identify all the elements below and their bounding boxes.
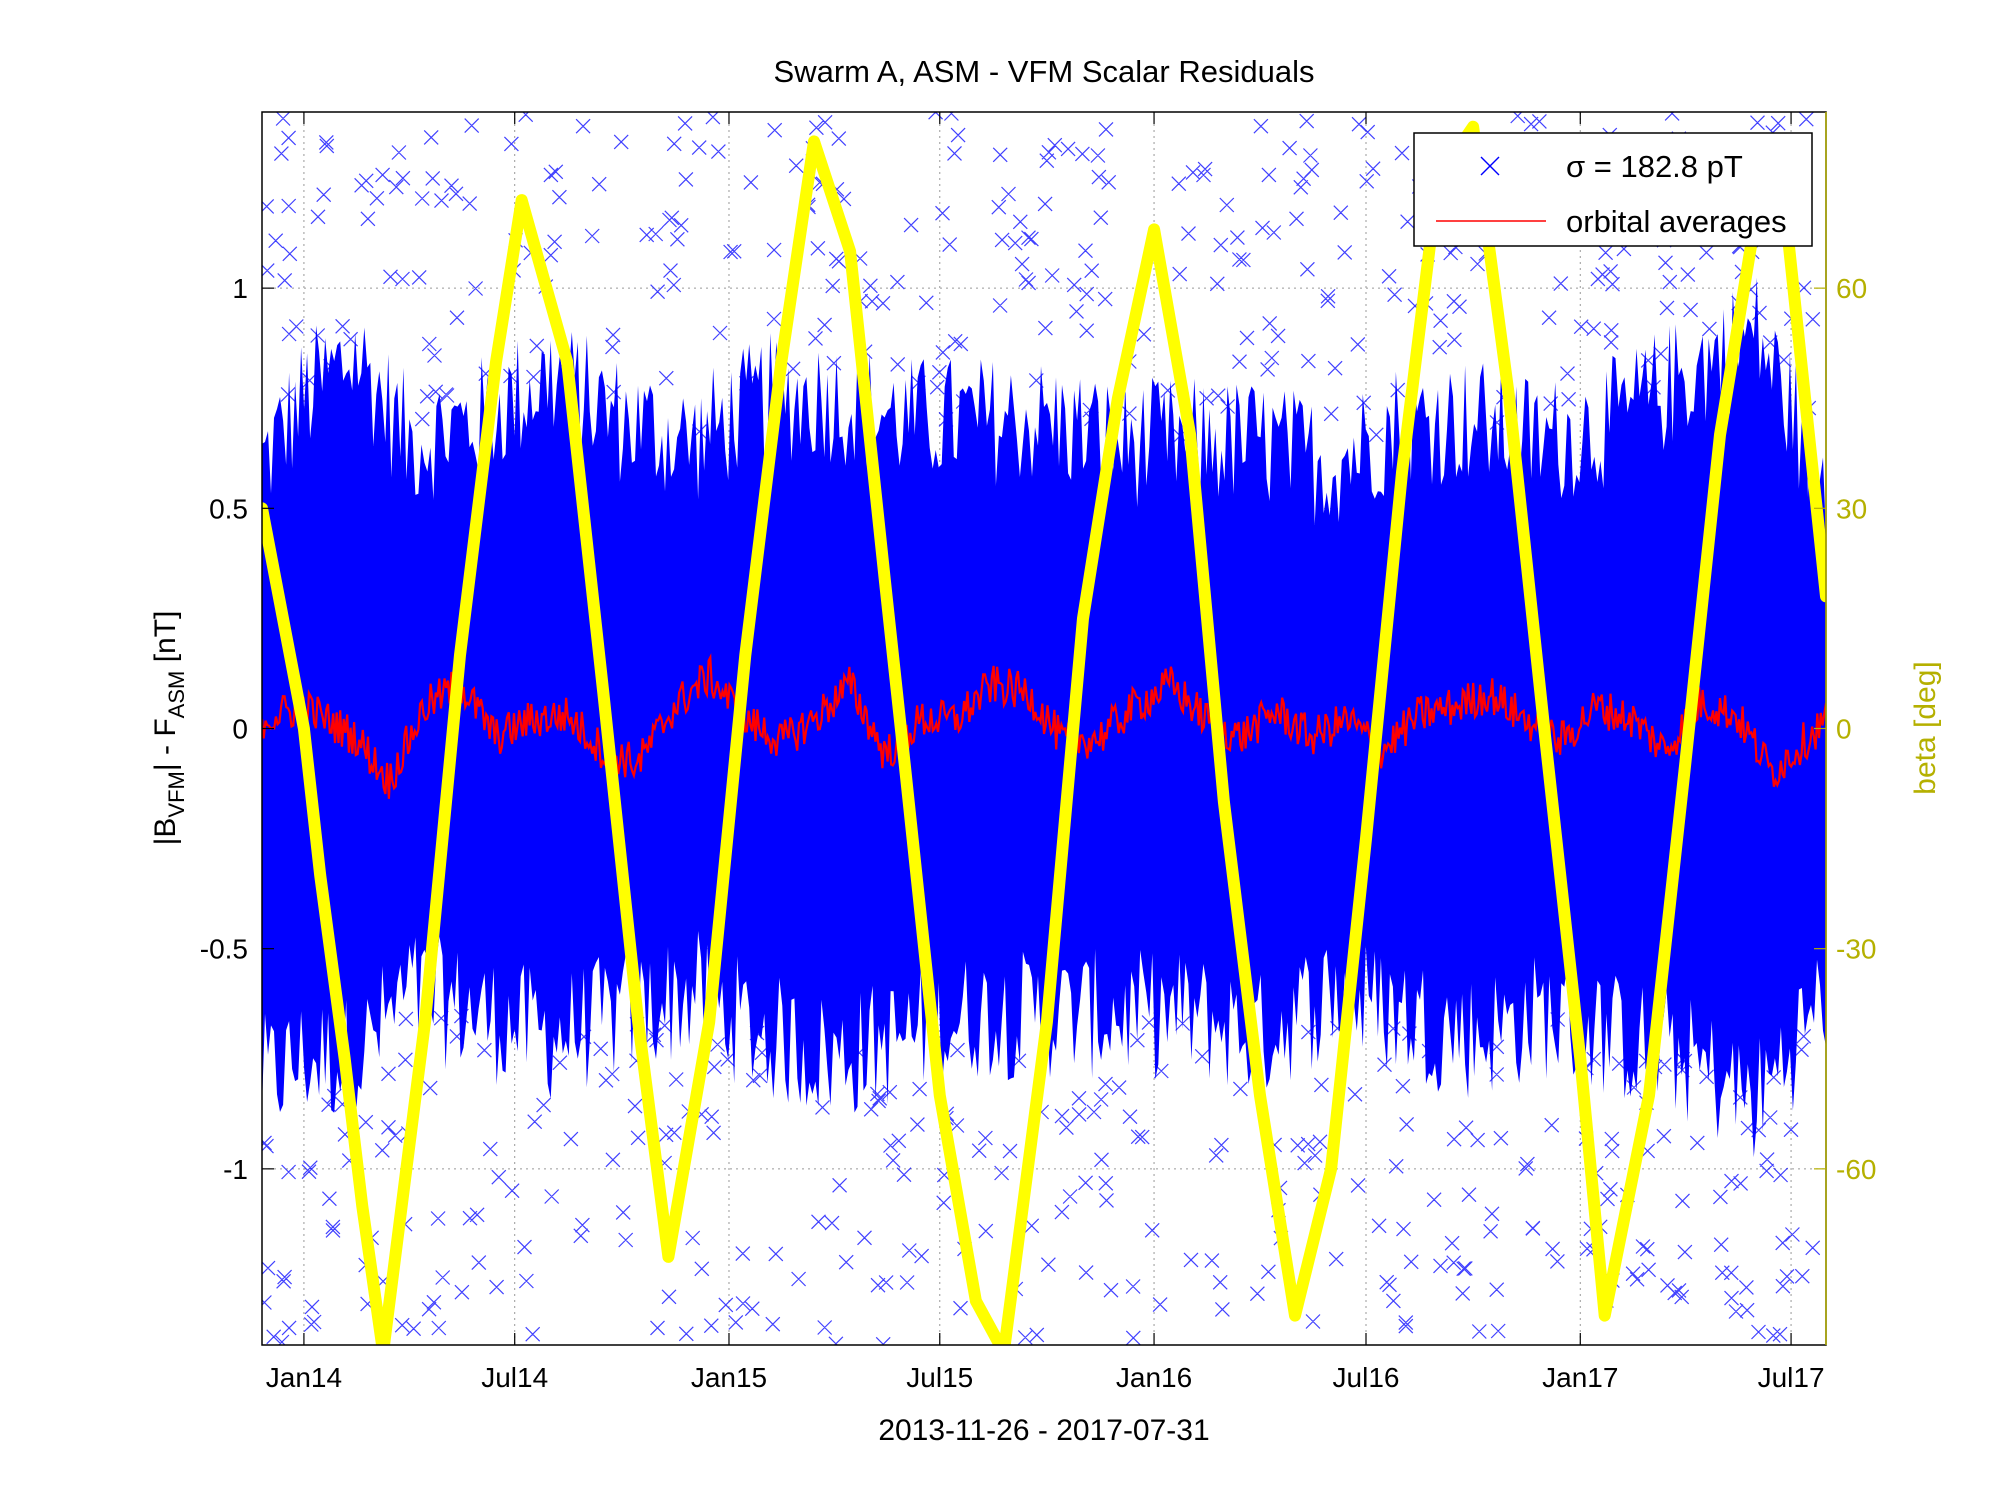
ylabel-part-3: [nT]: [149, 611, 182, 671]
axis-ticks: [262, 112, 1826, 1345]
x-tick-label: Jan17: [1542, 1362, 1618, 1393]
x-tick-label: Jul17: [1758, 1362, 1825, 1393]
y-tick-label-left: -0.5: [200, 934, 248, 965]
orbital-averages-layer: [262, 653, 1826, 799]
ylabel-part-1: |B: [149, 818, 182, 846]
legend: σ = 182.8 pT orbital averages: [1413, 132, 1813, 247]
orbital-averages-line: [262, 653, 1826, 799]
residual-outliers: [262, 112, 1821, 1345]
y-tick-label-right: -60: [1836, 1154, 1876, 1185]
x-tick-label: Jan14: [266, 1362, 342, 1393]
y-tick-label-right: -30: [1836, 934, 1876, 965]
x-tick-label: Jul14: [481, 1362, 548, 1393]
plot-area: [262, 112, 1826, 1345]
legend-sigma-label: σ = 182.8 pT: [1566, 149, 1743, 184]
chart-title: Swarm A, ASM - VFM Scalar Residuals: [774, 54, 1315, 89]
beta-layer: [262, 120, 1826, 1345]
legend-sigma-marker-2: [1480, 156, 1500, 176]
ylabel-part-2: | - F: [149, 718, 182, 771]
y-tick-label-left: 1: [232, 273, 248, 304]
y-tick-label-right: 30: [1836, 493, 1867, 524]
x-axis-label: 2013-11-26 - 2017-07-31: [878, 1414, 1209, 1447]
x-tick-label: Jul16: [1333, 1362, 1400, 1393]
legend-box: [1413, 132, 1813, 247]
x-tick-label: Jan15: [691, 1362, 767, 1393]
y-tick-label-left: -1: [223, 1154, 248, 1185]
y-tick-label-right: 60: [1836, 273, 1867, 304]
legend-avg-label: orbital averages: [1566, 204, 1787, 239]
x-tick-label: Jul15: [906, 1362, 973, 1393]
beta-line: [262, 120, 1826, 1345]
y-tick-label-left: 0.5: [209, 493, 248, 524]
y-axis-label-left: |BVFM| - FASM [nT]: [149, 611, 189, 846]
y-axis-label-right: beta [deg]: [1909, 661, 1942, 794]
ylabel-sub-1: VFM: [164, 771, 189, 817]
y-tick-label-left: 0: [232, 714, 248, 745]
x-tick-label: Jan16: [1116, 1362, 1192, 1393]
y-tick-label-right: 0: [1836, 714, 1852, 745]
ylabel-sub-2: ASM: [164, 671, 189, 719]
